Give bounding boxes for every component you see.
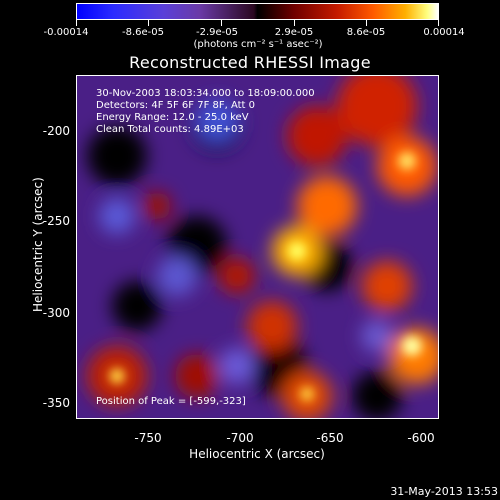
colorbar-tick <box>294 20 295 26</box>
x-tick-label: -650 <box>316 431 344 445</box>
y-tick-label: -250 <box>42 214 70 228</box>
y-tick-label: -350 <box>42 396 70 410</box>
colorbar-tick <box>366 20 367 26</box>
x-tick-label: -600 <box>407 431 435 445</box>
time-range: 30-Nov-2003 18:03:34.000 to 18:09:00.000 <box>96 88 315 99</box>
colorbar-label: -8.6e-05 <box>122 27 164 38</box>
colorbar-label: 2.9e-05 <box>274 27 314 38</box>
y-tick-label: -300 <box>42 306 70 320</box>
x-tick-label: -700 <box>226 431 254 445</box>
energy-range: Energy Range: 12.0 - 25.0 keV <box>96 112 249 123</box>
image-title: Reconstructed RHESSI Image <box>129 53 371 72</box>
colorbar-tick <box>76 20 77 26</box>
detectors-info: Detectors: 4F 5F 6F 7F 8F, Att 0 <box>96 100 256 111</box>
heatmap-peaks <box>109 152 422 401</box>
colorbar-label: 0.00014 <box>423 27 465 38</box>
rhessi-image-plot: 30-Nov-2003 18:03:34.000 to 18:09:00.000… <box>76 75 439 419</box>
colorbar <box>76 3 439 20</box>
colorbar-label: 8.6e-05 <box>346 27 386 38</box>
heatmap-image <box>77 76 438 418</box>
clean-total-counts: Clean Total counts: 4.89E+03 <box>96 124 244 135</box>
colorbar-tick <box>221 20 222 26</box>
colorbar-tick <box>438 20 439 26</box>
heatmap-blobs <box>87 76 438 418</box>
y-tick-label: -200 <box>42 124 70 138</box>
colorbar-units: (photons cm⁻² s⁻¹ asec⁻²) <box>193 39 323 50</box>
x-axis-label: Heliocentric X (arcsec) <box>189 447 325 461</box>
colorbar-label: -2.9e-05 <box>196 27 238 38</box>
peak-position: Position of Peak = [-599,-323] <box>96 396 246 407</box>
colorbar-tick <box>148 20 149 26</box>
colorbar-label: -0.00014 <box>43 27 89 38</box>
x-tick-label: -750 <box>134 431 162 445</box>
y-axis-label: Heliocentric Y (arcsec) <box>31 177 45 312</box>
date-stamp: 31-May-2013 13:53 <box>390 485 498 498</box>
